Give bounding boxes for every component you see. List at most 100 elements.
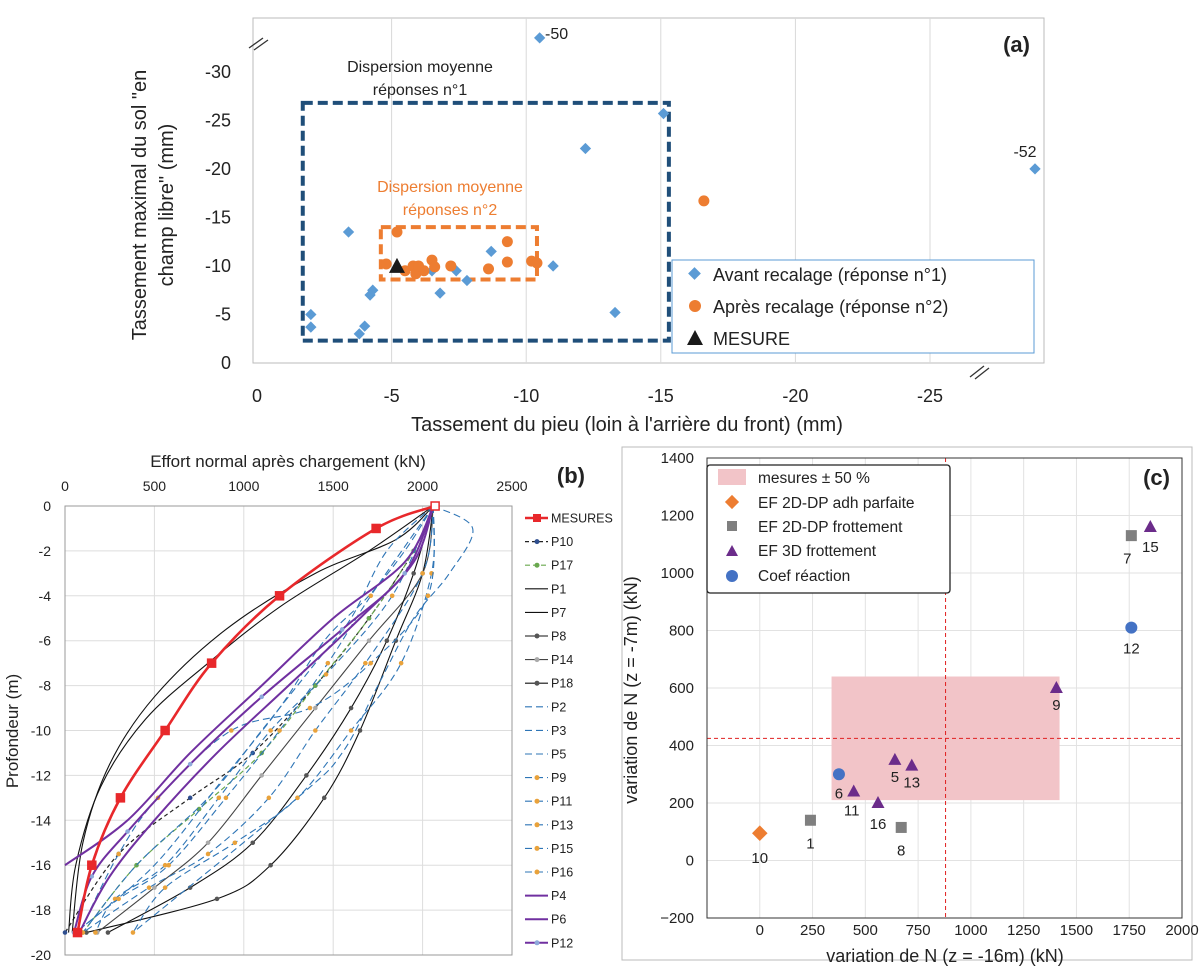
c-y-tick-label: 1200 xyxy=(661,508,694,525)
series-line-p13 xyxy=(94,505,434,933)
point-15 xyxy=(1143,520,1157,532)
b-y-tick-label: -4 xyxy=(39,588,52,604)
series-point-p12 xyxy=(187,761,193,767)
a-x-tick-label: -5 xyxy=(384,386,400,406)
a-x-tick-label: -15 xyxy=(648,386,674,406)
c-y-tick-label: 0 xyxy=(686,853,694,870)
series-point-p11 xyxy=(420,571,425,576)
series-line-p5 xyxy=(132,505,474,933)
a-x-tick-label: -10 xyxy=(513,386,539,406)
avant-point xyxy=(485,245,497,258)
avant-point xyxy=(367,284,379,296)
series-point-p11 xyxy=(205,851,211,857)
series-point-p14 xyxy=(366,638,372,643)
legend-frott2d-marker xyxy=(727,521,737,531)
a-y-tick-label: -20 xyxy=(205,159,231,179)
series-line-p1 xyxy=(71,505,434,933)
series-point-p14 xyxy=(259,773,264,778)
mesures-point xyxy=(274,591,285,601)
point-13 xyxy=(905,758,919,771)
c-x-tick-label: 0 xyxy=(756,922,764,939)
legend-b-label: P13 xyxy=(551,818,573,832)
b-y-tick-label: -2 xyxy=(39,543,52,559)
apres-point xyxy=(531,257,543,269)
legend-b-label: P18 xyxy=(551,677,573,691)
apres-point xyxy=(483,263,495,275)
point-label: 13 xyxy=(903,775,920,792)
point-1 xyxy=(804,814,816,826)
series-point-p12 xyxy=(259,694,264,700)
series-line-p2 xyxy=(75,505,434,933)
panel-a-y-title-line2: champ libre" (mm) xyxy=(156,124,178,287)
series-line-p10 xyxy=(64,505,434,933)
point-label: 8 xyxy=(897,842,905,859)
legend-b-marker xyxy=(534,680,540,686)
legend-b-label: P10 xyxy=(551,535,573,549)
series-point-p16 xyxy=(325,660,331,666)
point-label: 16 xyxy=(870,816,887,833)
c-x-tick-label: 1250 xyxy=(1007,922,1040,939)
mesures-point xyxy=(371,523,381,534)
c-x-tick-label: 1000 xyxy=(954,922,987,939)
series-point-p18 xyxy=(384,638,390,643)
panel-c-y-title: variation de N (z = -7m) (kN) xyxy=(621,576,641,804)
b-x-tick-label: 1500 xyxy=(318,478,349,494)
series-point-p14 xyxy=(313,705,318,711)
box1-label-line1: Dispersion moyenne xyxy=(347,59,493,76)
box2-label-line1: Dispersion moyenne xyxy=(377,179,523,196)
c-x-tick-label: 500 xyxy=(853,922,878,939)
legend-b-label: P9 xyxy=(551,771,566,785)
legend-b-marker xyxy=(534,775,540,781)
avant-point xyxy=(534,32,546,44)
point-label: 15 xyxy=(1142,539,1159,556)
series-point-p15 xyxy=(368,660,374,666)
series-point-p8 xyxy=(268,862,273,868)
a-x-tick-label: -25 xyxy=(917,386,943,406)
series-point-p8 xyxy=(393,638,399,643)
series-point-p11 xyxy=(313,728,318,733)
panel-b-plot-frame xyxy=(64,505,513,956)
legend-a: Avant recalage (réponse n°1) Après recal… xyxy=(671,259,1035,354)
panel-a-y-title-line1: Tassement maximal du sol "en xyxy=(129,70,151,341)
series-point-p15 xyxy=(116,851,121,857)
panel-c-frame xyxy=(621,446,1193,961)
series-point-p9 xyxy=(398,660,404,666)
point-label: 7 xyxy=(1123,551,1131,568)
legend-adh-marker xyxy=(724,494,740,510)
c-y-tick-label: −200 xyxy=(660,910,694,927)
panel-c-plot-frame xyxy=(706,457,1183,919)
panel-a: 0 -5 -10 -15 -20 -25 0 -5 -10 -15 -20 -25 -30 (a) Di… xyxy=(129,17,1045,436)
series-line-p7 xyxy=(68,505,434,933)
series-point-p10 xyxy=(62,930,68,935)
series-point-p13 xyxy=(389,593,395,599)
series-point-p16 xyxy=(368,593,374,599)
legend-b-label: P2 xyxy=(551,700,566,714)
series-point-p13 xyxy=(323,672,329,677)
mesures-point xyxy=(87,860,97,870)
legend-coef-marker xyxy=(726,570,738,582)
mesures-point xyxy=(206,658,217,668)
legend-frott3d-label: EF 3D frottement xyxy=(758,543,877,560)
b-y-tick-label: -6 xyxy=(39,633,52,649)
c-y-tick-label: 200 xyxy=(669,795,694,812)
legend-b-label: P6 xyxy=(551,913,566,927)
series-point-p13 xyxy=(268,728,273,733)
series-point-p18 xyxy=(250,840,256,846)
a-x-tick-label: 0 xyxy=(252,386,262,406)
point-16 xyxy=(871,796,885,808)
b-y-tick-label: -14 xyxy=(31,812,51,828)
point-10 xyxy=(751,825,768,841)
series-line-p16 xyxy=(75,505,434,933)
panel-c-label: (c) xyxy=(1143,465,1170,490)
c-x-tick-label: 1750 xyxy=(1113,922,1146,939)
series-point-p16 xyxy=(223,795,229,801)
point-7 xyxy=(1125,530,1137,542)
legend-adh-label: EF 2D-DP adh parfaite xyxy=(758,495,915,512)
series-point-p15 xyxy=(307,705,313,711)
c-y-tick-label: 1400 xyxy=(661,450,694,467)
c-x-tick-label: 250 xyxy=(800,922,825,939)
series-point-p18 xyxy=(304,773,309,778)
avant-point xyxy=(1029,163,1041,175)
series-point-p11 xyxy=(266,795,272,801)
point-label: 9 xyxy=(1052,697,1060,714)
